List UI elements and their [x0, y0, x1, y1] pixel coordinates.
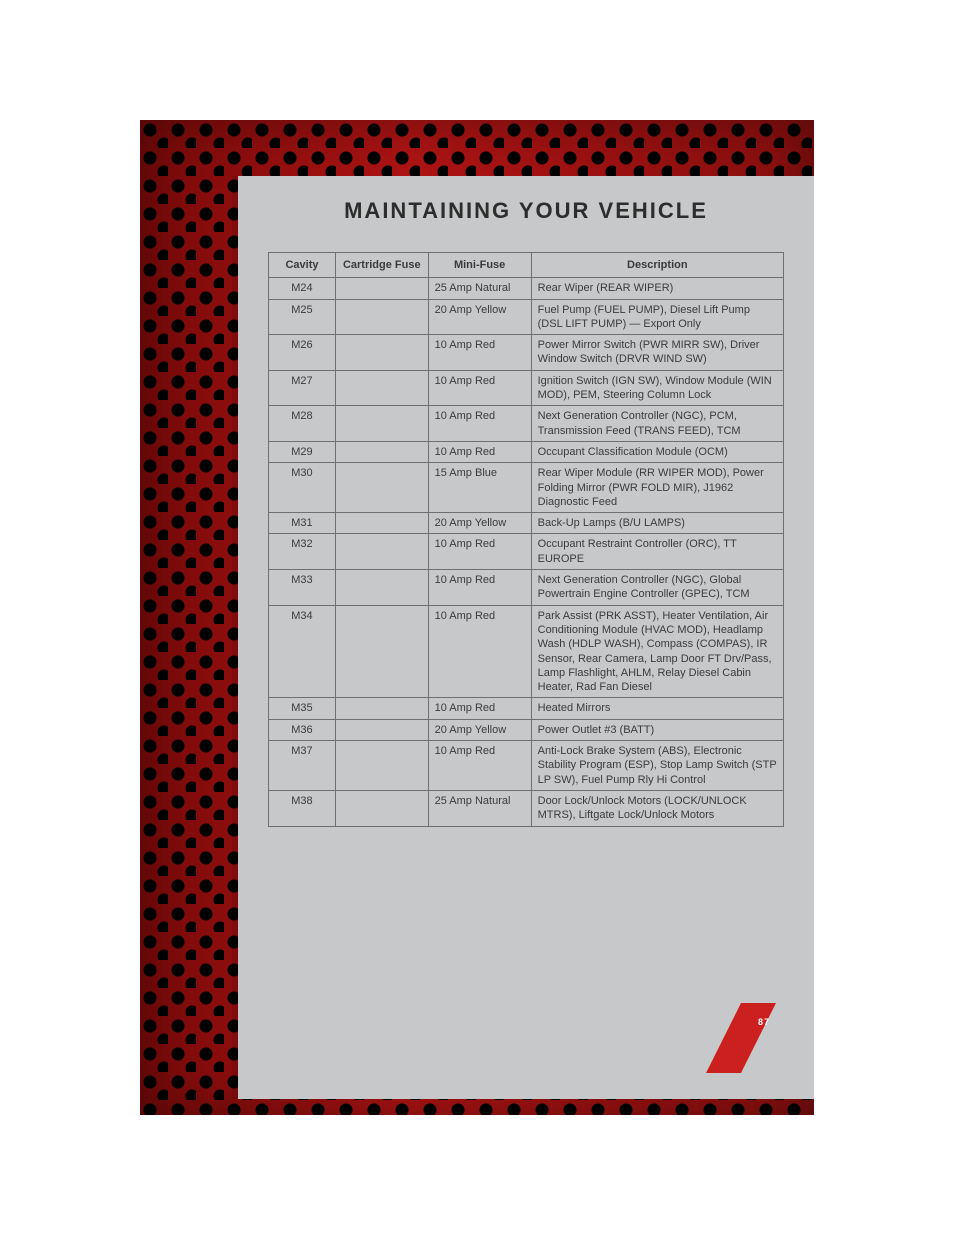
cell-cartridge	[335, 534, 428, 570]
cell-mini-fuse: 10 Amp Red	[428, 605, 531, 698]
cell-cavity: M35	[269, 698, 336, 719]
cell-mini-fuse: 10 Amp Red	[428, 534, 531, 570]
cell-cavity: M33	[269, 570, 336, 606]
cell-cavity: M31	[269, 513, 336, 534]
cell-cartridge	[335, 463, 428, 513]
page-tab-icon	[706, 1003, 776, 1073]
cell-cartridge	[335, 698, 428, 719]
cell-mini-fuse: 20 Amp Yellow	[428, 299, 531, 335]
table-row: M24 25 Amp NaturalRear Wiper (REAR WIPER)	[269, 278, 784, 299]
cell-cavity: M37	[269, 741, 336, 791]
cell-cavity: M29	[269, 441, 336, 462]
col-cartridge: Cartridge Fuse	[335, 253, 428, 278]
cell-description: Rear Wiper Module (RR WIPER MOD), Power …	[531, 463, 783, 513]
col-cavity: Cavity	[269, 253, 336, 278]
cell-description: Power Mirror Switch (PWR MIRR SW), Drive…	[531, 335, 783, 371]
document-page: MAINTAINING YOUR VEHICLE Cavity Cartridg…	[0, 0, 954, 1235]
cell-cavity: M38	[269, 790, 336, 826]
cell-mini-fuse: 10 Amp Red	[428, 741, 531, 791]
col-mini: Mini-Fuse	[428, 253, 531, 278]
grille-background: MAINTAINING YOUR VEHICLE Cavity Cartridg…	[140, 120, 814, 1115]
table-header-row: Cavity Cartridge Fuse Mini-Fuse Descript…	[269, 253, 784, 278]
cell-cartridge	[335, 719, 428, 740]
table-row: M38 25 Amp NaturalDoor Lock/Unlock Motors…	[269, 790, 784, 826]
cell-mini-fuse: 20 Amp Yellow	[428, 513, 531, 534]
cell-description: Occupant Restraint Controller (ORC), TT …	[531, 534, 783, 570]
table-row: M37 10 Amp RedAnti-Lock Brake System (ABS…	[269, 741, 784, 791]
cell-cavity: M30	[269, 463, 336, 513]
fuse-table-body: M2425 Amp NaturalRear Wiper (REAR WIPER)…	[269, 278, 784, 826]
cell-cavity: M28	[269, 406, 336, 442]
cell-cavity: M34	[269, 605, 336, 698]
cell-description: Door Lock/Unlock Motors (LOCK/UNLOCK MTR…	[531, 790, 783, 826]
cell-cavity: M27	[269, 370, 336, 406]
cell-mini-fuse: 10 Amp Red	[428, 570, 531, 606]
cell-cartridge	[335, 335, 428, 371]
cell-cartridge	[335, 570, 428, 606]
cell-cartridge	[335, 278, 428, 299]
table-row: M29 10 Amp RedOccupant Classification Mod…	[269, 441, 784, 462]
cell-mini-fuse: 10 Amp Red	[428, 698, 531, 719]
fuse-table: Cavity Cartridge Fuse Mini-Fuse Descript…	[268, 252, 784, 827]
cell-cartridge	[335, 513, 428, 534]
cell-description: Power Outlet #3 (BATT)	[531, 719, 783, 740]
col-desc: Description	[531, 253, 783, 278]
table-row: M32 10 Amp RedOccupant Restraint Controll…	[269, 534, 784, 570]
cell-mini-fuse: 25 Amp Natural	[428, 790, 531, 826]
cell-cavity: M24	[269, 278, 336, 299]
cell-cartridge	[335, 406, 428, 442]
cell-mini-fuse: 25 Amp Natural	[428, 278, 531, 299]
cell-description: Heated Mirrors	[531, 698, 783, 719]
cell-cavity: M36	[269, 719, 336, 740]
cell-mini-fuse: 10 Amp Red	[428, 370, 531, 406]
table-row: M27 10 Amp RedIgnition Switch (IGN SW), W…	[269, 370, 784, 406]
table-row: M31 20 Amp YellowBack-Up Lamps (B/U LAMPS…	[269, 513, 784, 534]
cell-cavity: M25	[269, 299, 336, 335]
table-row: M26 10 Amp RedPower Mirror Switch (PWR MI…	[269, 335, 784, 371]
cell-description: Occupant Classification Module (OCM)	[531, 441, 783, 462]
content-page: MAINTAINING YOUR VEHICLE Cavity Cartridg…	[238, 176, 814, 1099]
table-row: M28 10 Amp RedNext Generation Controller …	[269, 406, 784, 442]
cell-mini-fuse: 20 Amp Yellow	[428, 719, 531, 740]
cell-description: Ignition Switch (IGN SW), Window Module …	[531, 370, 783, 406]
cell-mini-fuse: 15 Amp Blue	[428, 463, 531, 513]
cell-cartridge	[335, 299, 428, 335]
table-row: M33 10 Amp RedNext Generation Controller …	[269, 570, 784, 606]
table-row: M36 20 Amp YellowPower Outlet #3 (BATT)	[269, 719, 784, 740]
cell-cartridge	[335, 605, 428, 698]
table-row: M25 20 Amp YellowFuel Pump (FUEL PUMP), D…	[269, 299, 784, 335]
table-row: M34 10 Amp RedPark Assist (PRK ASST), Hea…	[269, 605, 784, 698]
cell-cartridge	[335, 370, 428, 406]
table-row: M30 15 Amp BlueRear Wiper Module (RR WIPE…	[269, 463, 784, 513]
cell-mini-fuse: 10 Amp Red	[428, 441, 531, 462]
cell-description: Back-Up Lamps (B/U LAMPS)	[531, 513, 783, 534]
page-number: 87	[758, 1017, 770, 1027]
cell-mini-fuse: 10 Amp Red	[428, 406, 531, 442]
cell-description: Park Assist (PRK ASST), Heater Ventilati…	[531, 605, 783, 698]
table-row: M35 10 Amp RedHeated Mirrors	[269, 698, 784, 719]
cell-mini-fuse: 10 Amp Red	[428, 335, 531, 371]
cell-description: Fuel Pump (FUEL PUMP), Diesel Lift Pump …	[531, 299, 783, 335]
cell-cartridge	[335, 790, 428, 826]
page-title: MAINTAINING YOUR VEHICLE	[268, 198, 784, 224]
cell-description: Next Generation Controller (NGC), Global…	[531, 570, 783, 606]
cell-description: Rear Wiper (REAR WIPER)	[531, 278, 783, 299]
cell-description: Next Generation Controller (NGC), PCM, T…	[531, 406, 783, 442]
cell-cavity: M32	[269, 534, 336, 570]
cell-description: Anti-Lock Brake System (ABS), Electronic…	[531, 741, 783, 791]
cell-cartridge	[335, 441, 428, 462]
cell-cartridge	[335, 741, 428, 791]
cell-cavity: M26	[269, 335, 336, 371]
